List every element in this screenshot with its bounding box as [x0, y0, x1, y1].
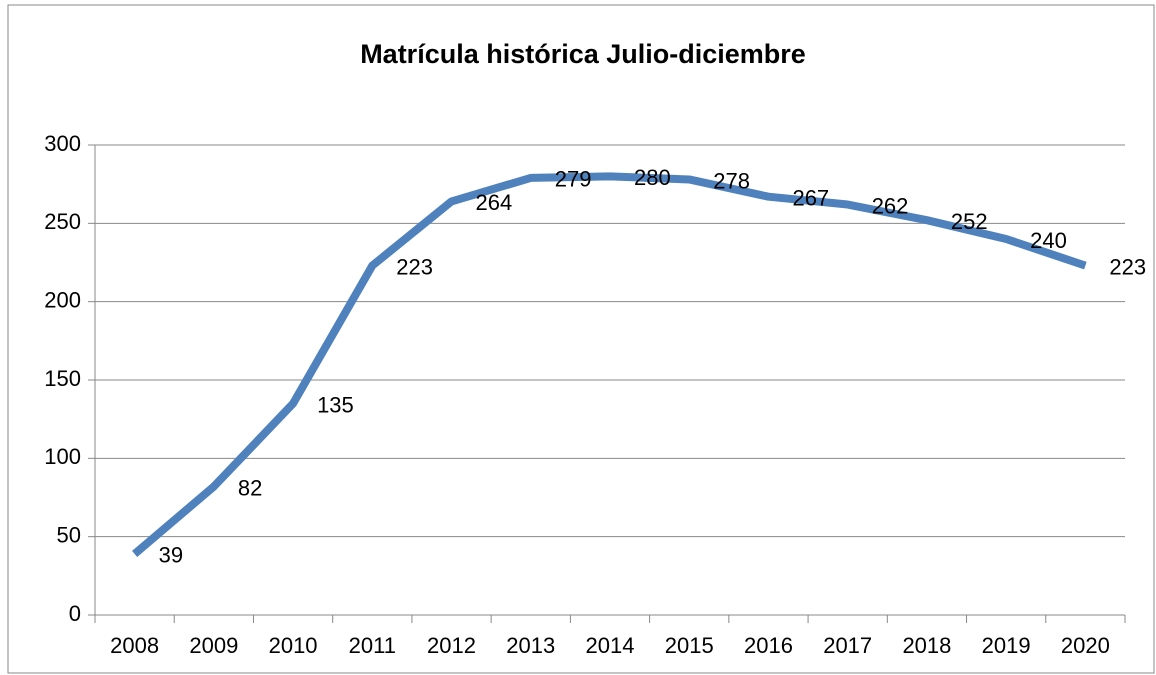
y-tick-label: 150 — [44, 366, 81, 391]
x-tick-label: 2016 — [744, 633, 793, 658]
x-tick-label: 2014 — [586, 633, 635, 658]
y-tick-label: 300 — [44, 131, 81, 156]
data-label: 262 — [872, 193, 909, 218]
data-label: 223 — [396, 254, 433, 279]
chart-title: Matrícula histórica Julio-diciembre — [360, 39, 806, 69]
chart-border — [7, 4, 1155, 674]
x-tick-label: 2013 — [506, 633, 555, 658]
y-tick-label: 0 — [69, 601, 81, 626]
x-tick-label: 2020 — [1061, 633, 1110, 658]
data-label: 280 — [634, 165, 671, 190]
x-tick-label: 2010 — [269, 633, 318, 658]
x-tick-label: 2019 — [982, 633, 1031, 658]
y-tick-label: 250 — [44, 209, 81, 234]
data-label: 279 — [555, 167, 592, 192]
x-tick-label: 2008 — [110, 633, 159, 658]
y-tick-label: 50 — [57, 522, 81, 547]
data-label: 267 — [792, 186, 829, 211]
data-label: 252 — [951, 209, 988, 234]
x-tick-label: 2009 — [189, 633, 238, 658]
y-tick-label: 100 — [44, 444, 81, 469]
data-label: 278 — [713, 168, 750, 193]
data-label: 135 — [317, 392, 354, 417]
data-label: 39 — [159, 543, 183, 568]
x-tick-label: 2015 — [665, 633, 714, 658]
data-label: 264 — [476, 190, 513, 215]
data-label: 223 — [1109, 254, 1146, 279]
y-tick-label: 200 — [44, 287, 81, 312]
x-tick-label: 2017 — [823, 633, 872, 658]
data-line — [132, 172, 1087, 557]
data-label: 82 — [238, 475, 262, 500]
x-tick-label: 2018 — [902, 633, 951, 658]
x-tick-label: 2011 — [349, 633, 396, 658]
data-label: 240 — [1030, 228, 1067, 253]
x-tick-label: 2012 — [427, 633, 476, 658]
